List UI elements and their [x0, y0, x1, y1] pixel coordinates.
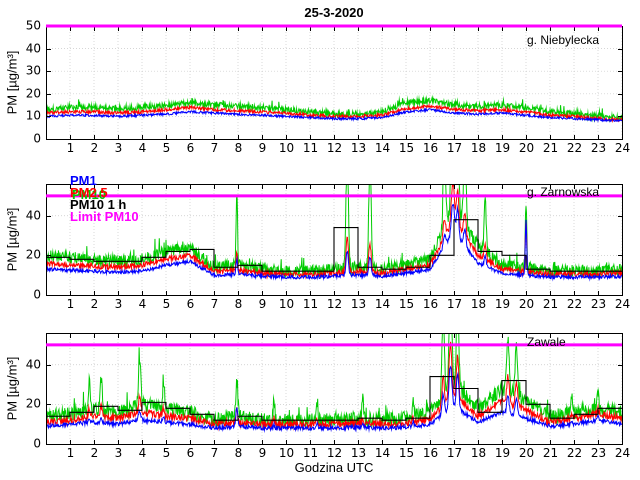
y-axis-label-bottom: PM [µg/m³]: [4, 356, 20, 421]
legend-item-pm1: PM1: [70, 173, 97, 188]
station-label-zawale: Zawale: [527, 335, 566, 349]
legend-item-pm10: PM10: [72, 187, 106, 202]
legend-item-limit: Limit PM10: [70, 209, 139, 224]
station-label-niebylecka: g. Niebylecka: [527, 33, 600, 47]
legend-item-pm25: PM2.5: [70, 185, 108, 200]
y-axis-label-top: PM [µg/m³]: [4, 50, 20, 115]
x-axis-label: Godzina UTC: [294, 460, 374, 475]
chart-title: 25-3-2020: [304, 5, 364, 20]
legend-item-pm10-1h: PM10 1 h: [70, 197, 127, 212]
legend: PM1 PM10 PM2.5 PM10 1 h Limit PM10: [70, 173, 139, 224]
y-axis-label-middle: PM [µg/m³]: [4, 207, 20, 272]
station-label-zarnowska: g. Zarnowska: [527, 185, 600, 199]
